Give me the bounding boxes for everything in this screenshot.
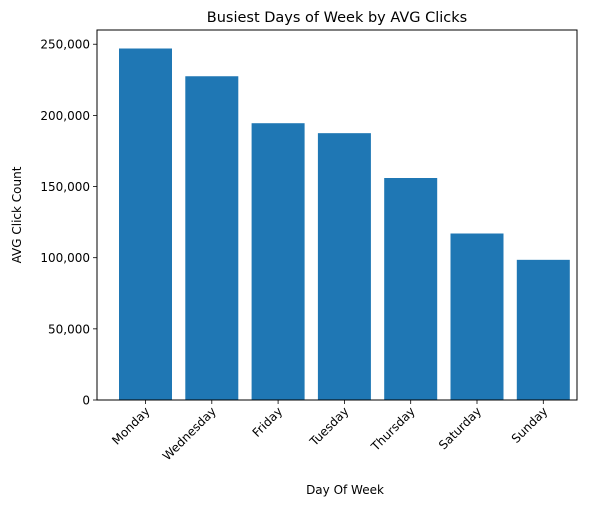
bars-group bbox=[119, 48, 570, 401]
y-tick-label: 0 bbox=[82, 394, 90, 408]
x-tick-label: Saturday bbox=[436, 404, 484, 452]
x-axis-ticks: Monday Wednesday Friday Tuesday Thursday Satu… bbox=[109, 400, 550, 463]
plot-frame bbox=[96, 29, 578, 401]
x-tick-label: Wednesday bbox=[160, 404, 219, 463]
y-tick-label: 50,000 bbox=[48, 322, 90, 336]
bar-saturday bbox=[450, 233, 504, 400]
x-tick-label: Friday bbox=[250, 404, 286, 440]
x-tick-label: Tuesday bbox=[306, 404, 351, 449]
y-axis-ticks: 0 50,000 100,000 150,000 200,000 250,000 bbox=[40, 38, 97, 408]
bar-thursday bbox=[384, 178, 438, 400]
y-tick-label: 250,000 bbox=[40, 38, 90, 52]
bar-wednesday bbox=[185, 76, 239, 400]
bar-friday bbox=[251, 123, 305, 401]
y-tick-label: 200,000 bbox=[40, 109, 90, 123]
bar-monday bbox=[119, 48, 172, 400]
y-axis-label: AVG Click Count bbox=[10, 166, 24, 263]
bar-tuesday bbox=[317, 133, 371, 401]
x-tick-label: Thursday bbox=[368, 404, 418, 454]
x-axis-label: Day Of Week bbox=[306, 483, 384, 497]
x-tick-label: Monday bbox=[109, 404, 152, 447]
y-tick-label: 150,000 bbox=[40, 180, 90, 194]
x-tick-label: Sunday bbox=[509, 404, 551, 446]
y-tick-label: 100,000 bbox=[40, 251, 90, 265]
chart-title: Busiest Days of Week by AVG Clicks bbox=[207, 10, 467, 26]
bar-sunday bbox=[516, 259, 570, 400]
